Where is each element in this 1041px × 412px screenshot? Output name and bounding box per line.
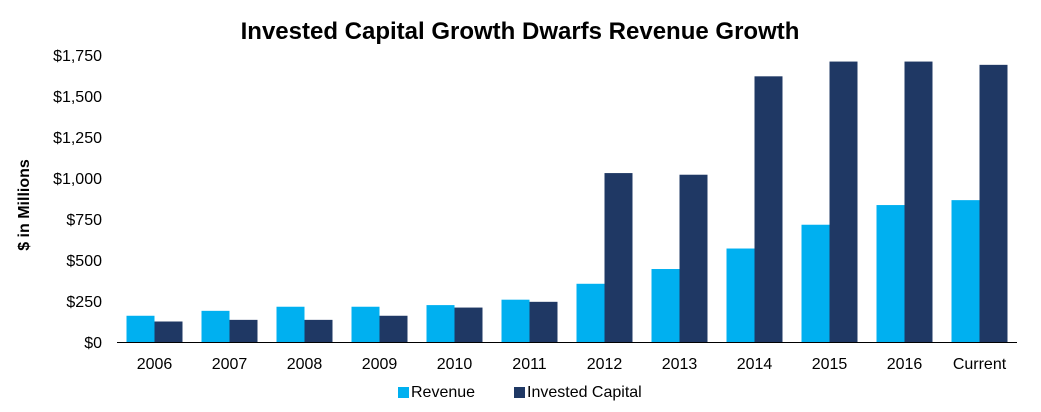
x-tick-label: 2010: [437, 356, 473, 373]
bar-revenue: [876, 205, 905, 342]
y-tick-label: $750: [66, 212, 102, 229]
plot-area: [126, 61, 1008, 343]
bar-revenue: [351, 306, 380, 342]
bar-invested-capital: [379, 315, 408, 342]
bar-revenue: [126, 315, 155, 342]
x-tick-label: 2011: [512, 356, 547, 373]
y-tick-label: $0: [84, 335, 102, 352]
legend-label-invested-capital: Invested Capital: [527, 384, 642, 401]
bar-revenue: [201, 310, 230, 342]
y-axis-ticks: $0 $250 $500 $750 $1,000 $1,250 $1,500 $1,750: [53, 48, 102, 352]
y-axis-label: $ in Millions: [16, 159, 33, 251]
bar-revenue: [726, 248, 755, 342]
legend-swatch-revenue: [398, 387, 409, 398]
bar-revenue: [426, 305, 455, 342]
x-tick-label: 2013: [662, 356, 698, 373]
legend-label-revenue: Revenue: [411, 384, 475, 401]
bar-invested-capital: [979, 64, 1008, 342]
bar-invested-capital: [754, 76, 783, 342]
y-tick-label: $1,250: [53, 130, 102, 147]
legend-swatch-invested-capital: [514, 387, 525, 398]
x-tick-label: 2016: [887, 356, 923, 373]
x-tick-label: 2009: [362, 356, 398, 373]
bar-invested-capital: [304, 319, 333, 342]
bar-invested-capital: [904, 61, 933, 343]
x-tick-label: 2015: [812, 356, 848, 373]
bar-invested-capital: [154, 321, 183, 342]
x-axis-ticks: 2006 2007 2008 2009 2010 2011 2012 2013 2014 2015…: [137, 356, 1007, 373]
bar-invested-capital: [829, 61, 858, 343]
bar-revenue: [501, 299, 530, 342]
y-tick-label: $250: [66, 294, 102, 311]
x-tick-label: 2008: [287, 356, 323, 373]
bar-revenue: [276, 306, 305, 342]
bar-invested-capital: [679, 174, 708, 342]
bar-invested-capital: [229, 319, 258, 342]
y-tick-label: $1,750: [53, 48, 102, 65]
x-tick-label: 2006: [137, 356, 173, 373]
bar-revenue: [801, 224, 830, 342]
bar-revenue: [576, 283, 605, 342]
x-tick-label: Current: [953, 356, 1007, 373]
x-tick-label: 2007: [212, 356, 248, 373]
y-tick-label: $1,500: [53, 89, 102, 106]
x-tick-label: 2014: [737, 356, 773, 373]
bar-revenue: [951, 200, 980, 342]
bar-revenue: [651, 269, 680, 342]
bar-invested-capital: [604, 173, 633, 342]
bar-invested-capital: [529, 301, 558, 342]
x-tick-label: 2012: [587, 356, 623, 373]
chart-title: Invested Capital Growth Dwarfs Revenue G…: [241, 18, 800, 45]
bar-invested-capital: [454, 307, 483, 342]
legend: Revenue Invested Capital: [398, 384, 642, 401]
y-tick-label: $500: [66, 253, 102, 270]
y-tick-label: $1,000: [53, 171, 102, 188]
